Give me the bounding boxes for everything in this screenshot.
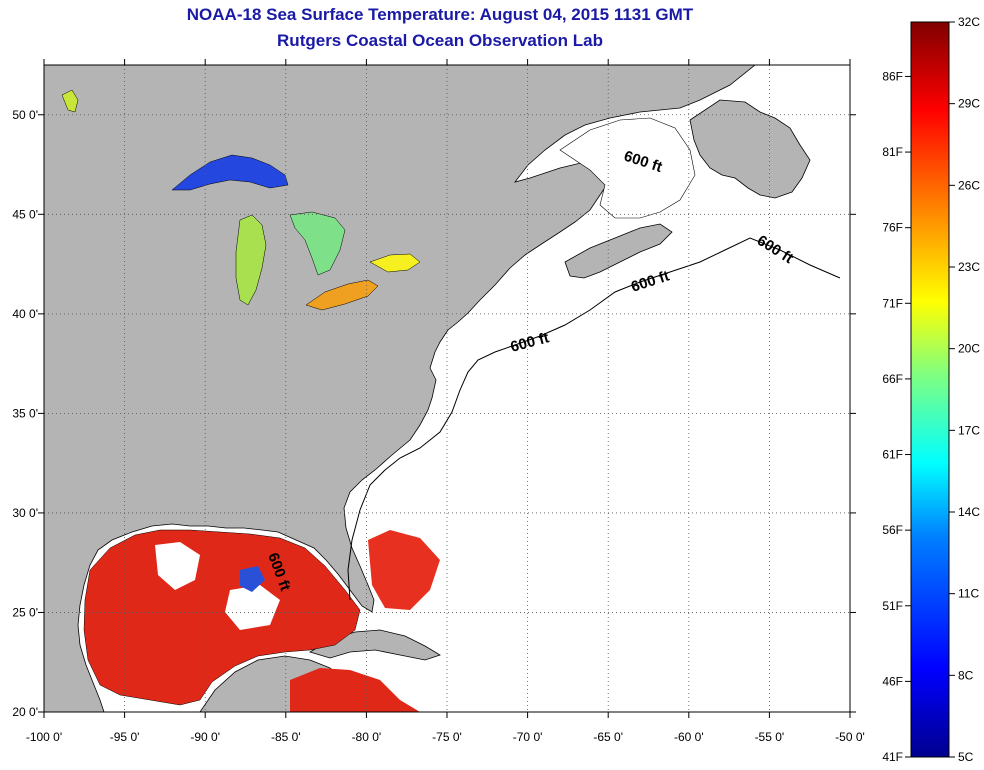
caribbean-sst [290,668,420,712]
y-tick-label: 50 0' [12,108,38,122]
colorbar-fahrenheit-label: 61F [882,448,903,462]
colorbar-fahrenheit-label: 56F [882,523,903,537]
x-tick-label: -55 0' [755,730,785,744]
lake-michigan [235,214,267,306]
bahamas-sst [368,530,440,610]
lake-huron [289,211,346,276]
y-tick-label: 25 0' [12,605,38,619]
colorbar [910,21,950,758]
lake-erie [305,279,379,311]
y-tick-label: 45 0' [12,207,38,221]
land-nova-scotia [564,223,673,279]
gulf-st-lawrence [559,117,696,219]
x-tick-label: -50 0' [835,730,865,744]
x-tick-label: -95 0' [110,730,140,744]
x-tick-label: -85 0' [271,730,301,744]
x-tick-label: -75 0' [432,730,462,744]
map-title: NOAA-18 Sea Surface Temperature: August … [186,5,694,24]
colorbar-fahrenheit-label: 76F [882,221,903,235]
land-north-america [44,65,756,712]
colorbar-celsius-label: 26C [958,178,980,192]
y-tick-label: 20 0' [12,705,38,719]
colorbar-celsius-label: 17C [958,423,980,437]
colorbar-labels: 32C 29C 26C 23C 20C 17C 14C 11C 8C 5C 86F 81F 76F 71F… [882,15,980,764]
colorbar-fahrenheit-label: 71F [882,296,903,310]
colorbar-fahrenheit-label: 41F [882,750,903,764]
gulf-cloud-patch [155,542,200,590]
map-subtitle: Rutgers Coastal Ocean Observation Lab [277,31,603,50]
colorbar-celsius-label: 20C [958,342,980,356]
x-tick-label: -90 0' [190,730,220,744]
x-tick-label: -80 0' [352,730,382,744]
colorbar-fahrenheit-label: 46F [882,674,903,688]
land-newfoundland [689,99,811,199]
x-tick-label: -70 0' [513,730,543,744]
lake-superior [171,154,289,191]
colorbar-celsius-label: 14C [958,505,980,519]
colorbar-celsius-label: 8C [958,668,974,682]
colorbar-fahrenheit-label: 51F [882,599,903,613]
x-tick-label: -100 0' [26,730,62,744]
x-tick-label: -60 0' [674,730,704,744]
gulf-cloud-patch-2 [225,585,280,630]
x-tick-label: -65 0' [593,730,623,744]
colorbar-celsius-label: 23C [958,260,980,274]
y-tick-label: 35 0' [12,406,38,420]
colorbar-celsius-label: 32C [958,15,980,29]
map-area: 600 ft 600 ft 600 ft 600 ft 600 ft [44,65,850,712]
latitude-axis: 20 0' 25 0' 30 0' 35 0' 40 0' 45 0' 50 0' [12,108,856,719]
isobath-600ft [347,237,841,601]
colorbar-fahrenheit-label: 81F [882,145,903,159]
y-tick-label: 40 0' [12,307,38,321]
colorbar-celsius-label: 11C [958,587,979,601]
gulf-cool-patch [240,566,265,592]
colorbar-fahrenheit-label: 66F [882,372,903,386]
gulf-of-mexico-sst [83,529,361,706]
colorbar-celsius-label: 29C [958,97,980,111]
colorbar-fahrenheit-label: 86F [882,69,903,83]
y-tick-label: 30 0' [12,506,38,520]
colorbar-celsius-label: 5C [958,750,974,764]
lake-winnipeg [61,89,79,113]
longitude-axis: -100 0' -95 0' -90 0' -85 0' -80 0' -75 0' -70… [26,59,865,744]
lake-ontario [369,253,421,273]
